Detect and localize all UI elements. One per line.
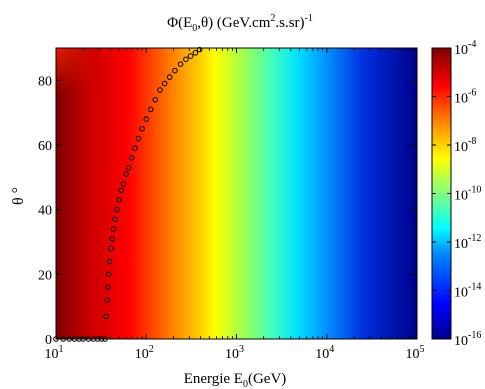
data-point — [112, 216, 119, 223]
y-axis-label: θ ° — [10, 187, 27, 205]
colorbar-tick-label: 10-16 — [454, 330, 481, 349]
y-axis: 0 20 40 60 80 — [38, 74, 417, 348]
data-point — [105, 284, 111, 291]
x-tick-label: 101 — [45, 344, 64, 362]
y-tick-label: 20 — [38, 268, 52, 283]
colorbar-tick-label: 10-14 — [454, 282, 481, 301]
colorbar-tick-label: 10-6 — [454, 88, 476, 107]
data-point — [103, 313, 110, 320]
y-tick-label: 80 — [38, 74, 52, 89]
colorbar-tick-label: 10-10 — [454, 185, 481, 204]
colorbar-tick-label: 10-12 — [454, 233, 481, 252]
data-point — [161, 80, 168, 87]
data-point — [152, 96, 159, 103]
data-point — [177, 61, 184, 67]
x-axis-label: Energie E0(GeV) — [184, 371, 287, 389]
data-point — [192, 50, 199, 56]
y-tick-label: 40 — [38, 204, 52, 219]
x-axis: 101 102 103 104 105 — [45, 48, 425, 362]
data-point — [139, 126, 145, 132]
data-point — [128, 155, 135, 161]
data-point — [106, 258, 113, 265]
data-point — [183, 56, 189, 63]
data-point — [123, 171, 130, 177]
x-tick-label: 105 — [406, 344, 425, 362]
x-tick-label: 103 — [225, 344, 244, 362]
y-tick-label: 0 — [45, 333, 52, 348]
colorbar-ticks: 10-4 10-6 10-8 10-10 10-12 10-14 10-16 — [432, 39, 481, 349]
data-point — [108, 245, 114, 252]
heatmap-corner-shade — [56, 48, 96, 93]
data-point — [120, 181, 127, 187]
data-point — [147, 106, 154, 113]
data-point — [125, 164, 132, 171]
data-point — [110, 226, 117, 232]
colorbar-tick-label: 10-8 — [454, 136, 476, 155]
data-point — [114, 206, 120, 213]
heatmap-field — [56, 48, 417, 339]
data-point — [196, 46, 203, 53]
chart-title: Φ(E0,θ) (GeV.cm2.s.sr)-1 — [167, 13, 313, 34]
data-point — [143, 116, 150, 122]
data-point — [116, 197, 122, 203]
data-point — [132, 145, 138, 152]
data-point — [166, 74, 173, 80]
data-point — [104, 297, 111, 304]
data-point — [118, 187, 125, 194]
x-tick-label: 104 — [315, 344, 334, 362]
data-point — [187, 53, 194, 59]
x-tick-label: 102 — [135, 344, 154, 362]
data-point — [105, 271, 112, 278]
colorbar-tick-label: 10-4 — [454, 39, 476, 58]
data-point — [172, 67, 178, 74]
data-point — [135, 135, 142, 142]
y-tick-label: 60 — [38, 139, 52, 154]
data-point — [109, 235, 115, 242]
data-point — [157, 87, 163, 93]
